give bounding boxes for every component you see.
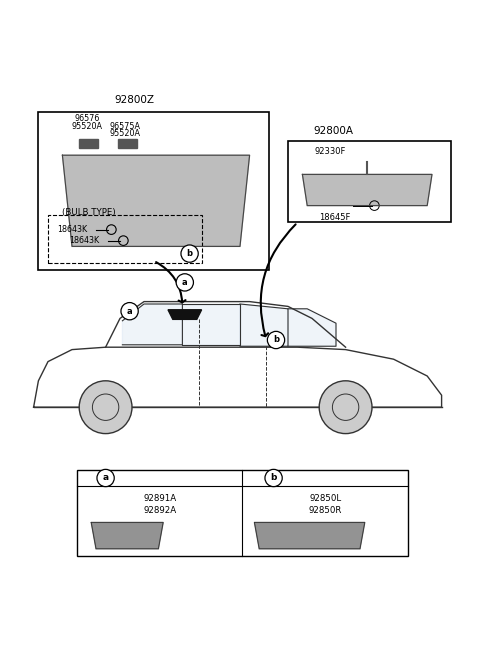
Text: 92891A
92892A: 92891A 92892A xyxy=(143,494,176,514)
Text: a: a xyxy=(182,278,188,287)
Polygon shape xyxy=(302,174,432,205)
Polygon shape xyxy=(240,304,288,346)
Polygon shape xyxy=(288,309,336,346)
Text: a: a xyxy=(103,474,108,483)
Text: b: b xyxy=(187,249,192,258)
Text: 92800Z: 92800Z xyxy=(114,95,155,105)
Text: (BULB TYPE): (BULB TYPE) xyxy=(62,208,116,217)
Text: b: b xyxy=(273,335,279,344)
Text: 96575A: 96575A xyxy=(109,122,141,131)
Text: 92800A: 92800A xyxy=(313,126,354,136)
Circle shape xyxy=(176,274,193,291)
Text: 18645F: 18645F xyxy=(319,213,350,222)
Text: 96576: 96576 xyxy=(74,114,100,123)
Circle shape xyxy=(265,469,282,487)
Polygon shape xyxy=(122,304,182,345)
Polygon shape xyxy=(62,155,250,247)
Polygon shape xyxy=(168,310,202,319)
Circle shape xyxy=(319,380,372,434)
Polygon shape xyxy=(91,522,163,549)
Text: 18643K: 18643K xyxy=(58,225,88,234)
Circle shape xyxy=(79,380,132,434)
Text: 92850L
92850R: 92850L 92850R xyxy=(309,494,342,514)
Circle shape xyxy=(181,245,198,262)
Circle shape xyxy=(267,331,285,348)
Text: 18643K: 18643K xyxy=(70,236,100,245)
Text: 95520A: 95520A xyxy=(109,129,141,138)
Text: 92330F: 92330F xyxy=(314,146,346,155)
Polygon shape xyxy=(182,304,240,345)
Circle shape xyxy=(97,469,114,487)
Text: b: b xyxy=(270,474,277,483)
Text: a: a xyxy=(127,307,132,316)
Bar xyxy=(118,139,137,148)
Polygon shape xyxy=(254,522,365,549)
Bar xyxy=(79,139,98,148)
Text: 95520A: 95520A xyxy=(71,122,102,131)
Circle shape xyxy=(121,302,138,320)
